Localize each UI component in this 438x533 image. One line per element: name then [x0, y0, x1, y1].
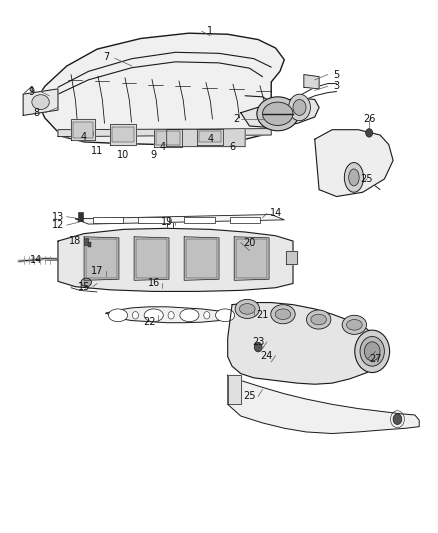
Polygon shape: [106, 307, 232, 322]
Ellipse shape: [109, 309, 127, 321]
Polygon shape: [197, 128, 223, 144]
Ellipse shape: [275, 309, 291, 319]
Polygon shape: [134, 237, 169, 280]
Ellipse shape: [257, 97, 299, 131]
Text: 15: 15: [78, 281, 90, 292]
Polygon shape: [23, 89, 58, 115]
Ellipse shape: [240, 304, 255, 314]
Bar: [186, 239, 217, 278]
Ellipse shape: [132, 312, 138, 319]
Polygon shape: [71, 119, 95, 140]
Ellipse shape: [81, 278, 92, 287]
Bar: [73, 122, 93, 138]
Polygon shape: [228, 375, 419, 433]
Text: 4: 4: [207, 134, 213, 144]
Ellipse shape: [342, 316, 367, 334]
Bar: [113, 127, 134, 142]
Text: 22: 22: [143, 317, 155, 327]
Ellipse shape: [364, 342, 380, 361]
Text: 25: 25: [361, 174, 373, 184]
Text: 9: 9: [29, 86, 35, 96]
Text: 6: 6: [229, 142, 235, 152]
Polygon shape: [58, 228, 293, 292]
Ellipse shape: [204, 312, 210, 319]
Text: 17: 17: [91, 266, 103, 276]
Bar: [184, 216, 215, 223]
Polygon shape: [315, 130, 393, 197]
Ellipse shape: [180, 309, 199, 321]
Circle shape: [366, 128, 373, 137]
Polygon shape: [36, 33, 284, 144]
Text: 26: 26: [363, 114, 375, 124]
Polygon shape: [304, 75, 319, 89]
Text: 14: 14: [30, 255, 42, 265]
Polygon shape: [154, 128, 182, 147]
Ellipse shape: [262, 102, 293, 125]
Text: 27: 27: [369, 354, 382, 364]
Text: 21: 21: [256, 310, 268, 320]
Bar: [199, 131, 221, 142]
Bar: [156, 131, 180, 144]
Text: 1: 1: [207, 26, 213, 36]
Text: 25: 25: [243, 391, 256, 401]
Text: 7: 7: [103, 52, 109, 62]
Bar: [138, 216, 169, 223]
Bar: [237, 239, 267, 278]
Text: 13: 13: [52, 212, 64, 222]
Text: 8: 8: [33, 108, 39, 118]
Text: 14: 14: [269, 208, 282, 219]
Text: 9: 9: [151, 150, 157, 160]
Text: 12: 12: [52, 220, 64, 230]
Text: 24: 24: [261, 351, 273, 361]
Text: 4: 4: [81, 132, 87, 142]
Text: 2: 2: [233, 114, 240, 124]
Polygon shape: [167, 128, 245, 147]
Ellipse shape: [293, 100, 306, 115]
Text: 3: 3: [333, 81, 339, 91]
Polygon shape: [228, 303, 385, 384]
Polygon shape: [234, 237, 269, 280]
Ellipse shape: [289, 94, 311, 120]
Ellipse shape: [344, 163, 364, 192]
Ellipse shape: [215, 309, 235, 321]
Polygon shape: [184, 237, 219, 280]
Text: 18: 18: [69, 236, 81, 246]
Ellipse shape: [360, 336, 385, 366]
Ellipse shape: [235, 300, 259, 318]
Bar: [78, 212, 83, 221]
Polygon shape: [75, 215, 284, 224]
Polygon shape: [241, 98, 319, 127]
Text: 23: 23: [252, 337, 265, 347]
Bar: [88, 242, 91, 247]
Polygon shape: [228, 375, 241, 405]
Ellipse shape: [271, 305, 295, 324]
Ellipse shape: [349, 169, 359, 186]
Ellipse shape: [168, 312, 174, 319]
Circle shape: [393, 414, 402, 424]
Ellipse shape: [144, 309, 163, 321]
Ellipse shape: [307, 310, 331, 329]
Ellipse shape: [355, 330, 390, 373]
Ellipse shape: [32, 95, 49, 110]
Bar: [86, 239, 117, 278]
Polygon shape: [58, 128, 271, 136]
Text: 20: 20: [243, 238, 256, 248]
Text: 16: 16: [148, 278, 160, 288]
Ellipse shape: [346, 319, 362, 330]
Text: 19: 19: [161, 217, 173, 227]
Bar: [93, 216, 123, 223]
Text: 10: 10: [117, 150, 129, 160]
Polygon shape: [110, 124, 136, 144]
Text: 11: 11: [91, 146, 103, 156]
Bar: [136, 239, 167, 278]
Polygon shape: [286, 251, 297, 264]
Bar: [230, 216, 260, 223]
Text: 4: 4: [159, 142, 166, 152]
Circle shape: [254, 342, 262, 352]
Text: 5: 5: [333, 70, 339, 79]
Polygon shape: [84, 237, 119, 280]
Bar: [84, 238, 88, 245]
Ellipse shape: [311, 314, 326, 325]
